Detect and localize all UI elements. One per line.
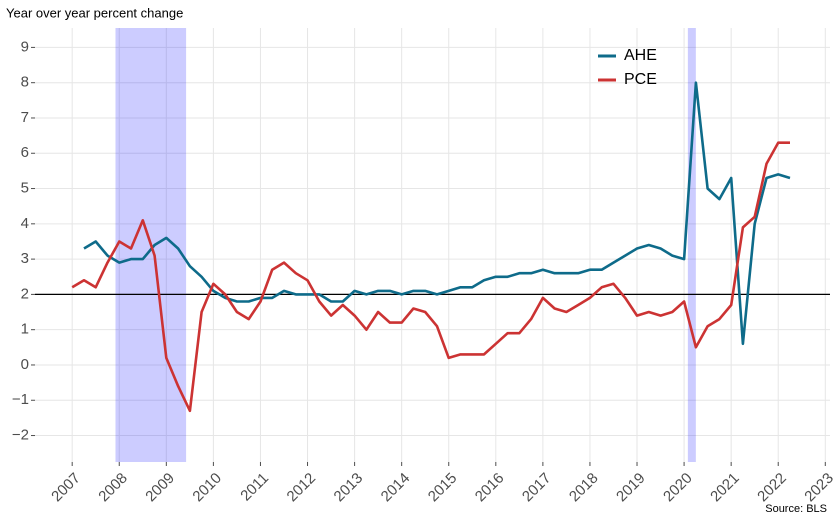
y-tick-label: 7 <box>21 109 29 126</box>
y-tick-label: 9 <box>21 38 29 55</box>
y-tick-label: −1 <box>12 391 29 408</box>
recession-band <box>687 28 696 462</box>
y-tick-label: 5 <box>21 180 29 197</box>
y-tick-label: −2 <box>12 427 29 444</box>
legend-label: AHE <box>624 47 657 64</box>
series-line <box>71 141 790 413</box>
y-tick-label: 4 <box>21 215 29 232</box>
subtitle: Year over year percent change <box>6 5 183 20</box>
y-tick-label: 6 <box>21 144 29 161</box>
caption: Source: BLS <box>765 503 827 515</box>
y-tick-label: 8 <box>21 74 29 91</box>
series-line <box>83 81 791 346</box>
y-tick-label: 1 <box>21 321 29 338</box>
legend-label: PCE <box>624 71 657 88</box>
y-tick-label: 2 <box>21 285 29 302</box>
y-tick-label: 0 <box>21 356 29 373</box>
y-tick-label: 3 <box>21 250 29 267</box>
